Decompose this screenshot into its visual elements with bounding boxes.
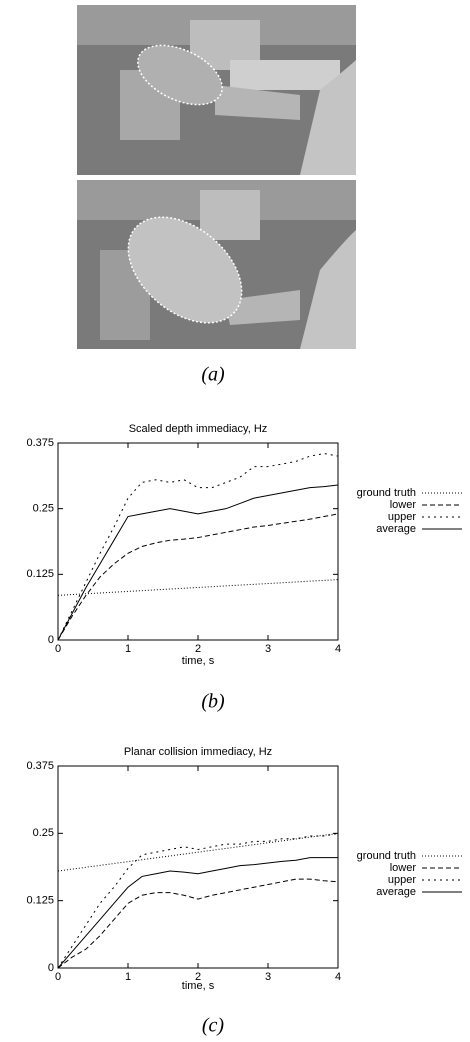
series-line	[57, 452, 339, 641]
y-tick-label: 0.375	[26, 437, 54, 449]
y-tick-label: 0.25	[33, 503, 54, 515]
y-tick-label: 0	[48, 962, 54, 974]
x-tick-label: 1	[125, 971, 131, 983]
y-tick-label: 0.375	[26, 760, 54, 772]
legend-label: upper	[388, 511, 416, 523]
y-tick-label: 0.25	[33, 827, 54, 839]
series-line	[57, 832, 339, 872]
x-tick-label: 3	[265, 971, 271, 983]
legend-label: lower	[390, 862, 417, 874]
caption: (b)	[201, 691, 225, 713]
y-tick-label: 0.125	[26, 568, 54, 580]
legend-label: ground truth	[357, 850, 416, 862]
series-line	[57, 832, 339, 969]
x-tick-label: 4	[335, 971, 341, 983]
caption: (a)	[201, 364, 225, 386]
photo-top	[77, 5, 356, 175]
x-tick-label: 2	[195, 971, 201, 983]
series-line	[57, 484, 339, 641]
x-tick-label: 1	[125, 643, 131, 655]
legend-label: average	[376, 886, 416, 898]
y-tick-label: 0.125	[26, 895, 54, 907]
x-tick-label: 3	[265, 643, 271, 655]
plot-frame	[57, 765, 339, 969]
x-axis-label: time, s	[182, 655, 215, 667]
series-line	[57, 878, 339, 969]
x-axis-label: time, s	[182, 980, 215, 992]
series-line	[57, 857, 338, 969]
series-line	[57, 513, 339, 641]
photo-bottom	[77, 180, 356, 349]
plot-frame	[57, 442, 339, 641]
legend-label: average	[376, 523, 416, 535]
y-tick-label: 0	[48, 634, 54, 646]
legend-label: lower	[390, 499, 417, 511]
chart-title: Scaled depth immediacy, Hz	[129, 423, 268, 435]
series-line	[57, 579, 339, 596]
legend-label: upper	[388, 874, 416, 886]
caption: (c)	[202, 1015, 225, 1037]
x-tick-label: 0	[55, 643, 61, 655]
x-tick-label: 4	[335, 643, 341, 655]
legend-label: ground truth	[357, 487, 416, 499]
chart-title: Planar collision immediacy, Hz	[124, 746, 272, 758]
x-tick-label: 2	[195, 643, 201, 655]
x-tick-label: 0	[55, 971, 61, 983]
